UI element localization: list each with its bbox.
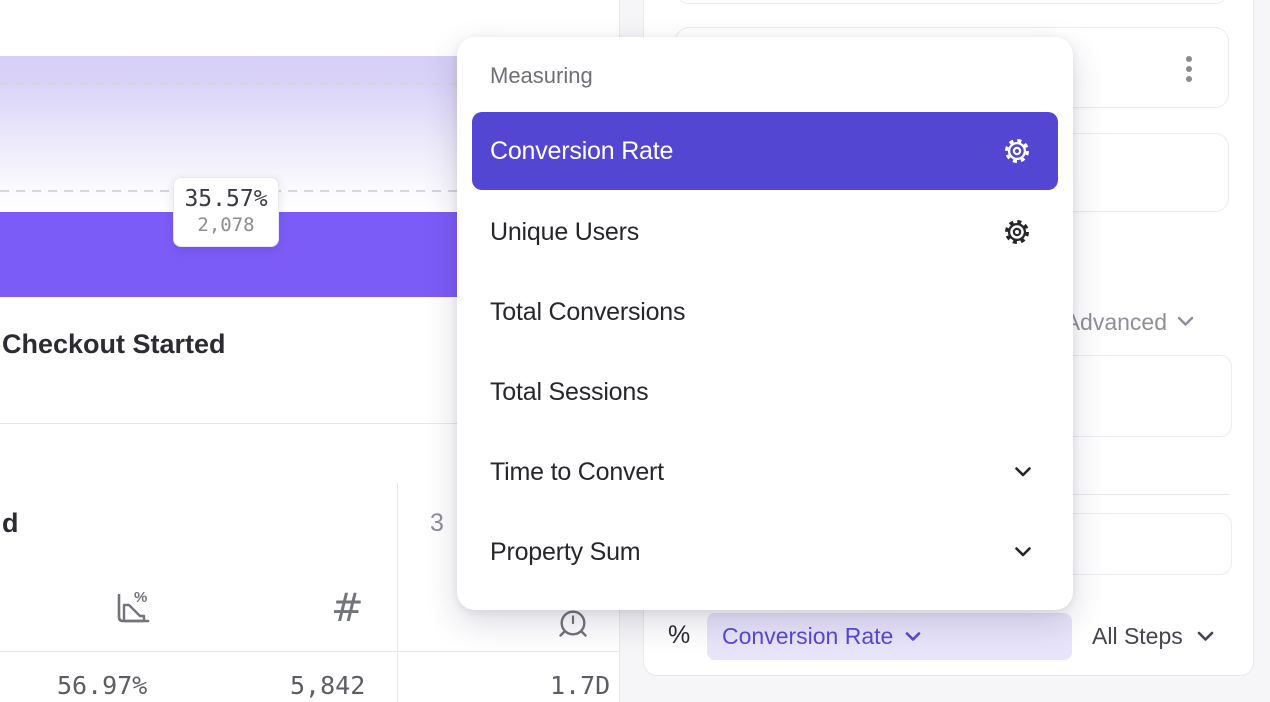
count-icon: # [331,586,364,631]
measurement-pill[interactable]: Conversion Rate [707,613,1072,660]
chevron-down-icon [906,631,921,641]
steps-selector-label: All Steps [1092,623,1183,649]
svg-text:%: % [134,589,147,606]
gear-icon[interactable] [1002,217,1032,247]
table-row-divider [0,651,620,652]
metric-value-conversion-rate: 56.97% [57,671,148,700]
menu-item-total-sessions[interactable]: Total Sessions [490,377,649,406]
measurement-pill-label: Conversion Rate [722,623,894,649]
menu-item-property-sum[interactable]: Property Sum [472,532,1058,572]
funnel-tooltip: 35.57% 2,078 [173,177,279,247]
table-column-divider [397,483,398,702]
gridline-dashed [0,190,620,192]
menu-item-total-conversions[interactable]: Total Conversions [490,297,686,326]
chevron-down-icon [1177,316,1194,326]
builder-card [675,0,1229,4]
advanced-label: Advanced [1064,309,1167,335]
step-title: Checkout Started [2,329,226,359]
chevron-down-icon [1014,466,1032,478]
advanced-toggle[interactable]: Advanced [1000,309,1167,336]
percent-indicator: % [668,621,691,649]
chevron-down-icon [1197,631,1214,641]
gridline-dashed [0,83,620,85]
time-to-convert-icon [553,602,593,647]
menu-item-conversion-rate[interactable]: Conversion Rate [472,112,1058,190]
next-step-number: 3 [430,509,444,537]
chevron-down-icon [1014,546,1032,558]
step-name-truncated: d [2,508,19,538]
metric-value-count: 5,842 [290,671,366,700]
tooltip-count: 2,078 [197,214,255,236]
metric-value-time: 1.7D [550,671,611,700]
gear-icon[interactable] [1002,136,1032,166]
measuring-dropdown: Measuring Conversion Rate Unique Users T… [457,37,1073,610]
menu-item-unique-users[interactable]: Unique Users [472,212,1058,252]
conversion-rate-icon: % [110,588,152,635]
kebab-menu-icon[interactable] [1181,51,1197,87]
tooltip-conversion-rate: 35.57% [184,186,268,212]
steps-selector[interactable]: All Steps [1092,613,1214,660]
menu-item-time-to-convert[interactable]: Time to Convert [472,452,1058,492]
dropdown-title: Measuring [490,63,593,88]
divider [0,423,620,424]
